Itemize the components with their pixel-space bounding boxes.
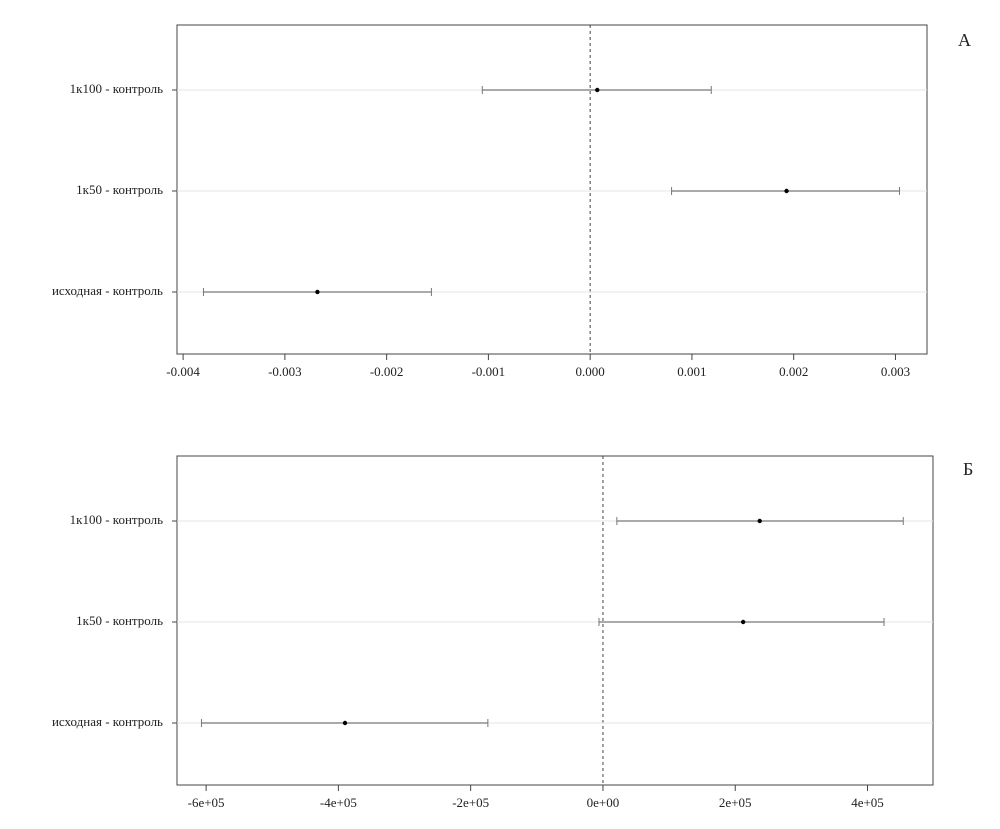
y-tick-label: 1к100 - контроль bbox=[70, 512, 163, 527]
estimate-point bbox=[595, 87, 600, 93]
y-tick-label: исходная - контроль bbox=[52, 283, 163, 298]
plot-frame bbox=[176, 24, 928, 355]
x-tick-label: 0.003 bbox=[881, 364, 910, 379]
x-tick-label: 2e+05 bbox=[719, 795, 752, 810]
estimate-point bbox=[784, 188, 789, 194]
estimate-point bbox=[315, 289, 320, 295]
y-tick-label: 1к100 - контроль bbox=[70, 81, 163, 96]
x-tick-label: -4e+05 bbox=[320, 795, 357, 810]
y-tick-label: 1к50 - контроль bbox=[76, 613, 163, 628]
plot-frame bbox=[176, 455, 934, 786]
x-tick-label: 0.001 bbox=[677, 364, 706, 379]
panel-label: Б bbox=[963, 459, 973, 479]
estimate-point bbox=[740, 619, 746, 625]
x-tick-label: 0e+00 bbox=[587, 795, 620, 810]
x-tick-label: -0.001 bbox=[472, 364, 506, 379]
x-tick-label: -2e+05 bbox=[452, 795, 489, 810]
panel-label: А bbox=[958, 30, 971, 50]
x-tick-label: -0.002 bbox=[370, 364, 404, 379]
x-tick-label: 0.000 bbox=[576, 364, 605, 379]
x-tick-label: -0.003 bbox=[268, 364, 302, 379]
x-tick-label: 4e+05 bbox=[851, 795, 884, 810]
x-tick-label: -0.004 bbox=[166, 364, 200, 379]
estimate-point bbox=[757, 518, 762, 524]
y-tick-label: исходная - контроль bbox=[52, 714, 163, 729]
y-tick-label: 1к50 - контроль bbox=[76, 182, 163, 197]
x-tick-label: 0.002 bbox=[779, 364, 808, 379]
estimate-point bbox=[342, 720, 348, 726]
x-tick-label: -6e+05 bbox=[188, 795, 225, 810]
